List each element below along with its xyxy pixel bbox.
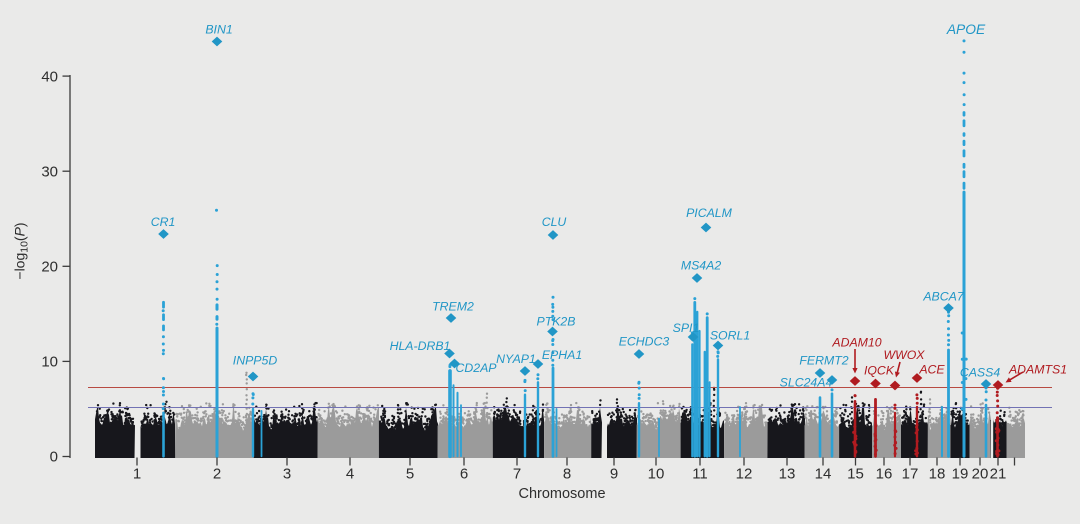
svg-text:−log10(P): −log10(P) (12, 222, 31, 279)
svg-text:4: 4 (346, 466, 354, 483)
svg-text:SLC24A4: SLC24A4 (780, 376, 833, 390)
svg-text:INPP5D: INPP5D (233, 354, 278, 368)
svg-text:CD2AP: CD2AP (455, 361, 497, 375)
svg-text:40: 40 (41, 68, 58, 85)
svg-text:12: 12 (736, 466, 753, 483)
svg-text:ADAMTS1: ADAMTS1 (1008, 363, 1067, 377)
svg-text:0: 0 (50, 449, 58, 466)
svg-text:CLU: CLU (542, 215, 567, 229)
svg-text:7: 7 (513, 466, 521, 483)
svg-text:MS4A2: MS4A2 (681, 259, 721, 273)
svg-text:SPI1: SPI1 (673, 321, 700, 335)
svg-text:PICALM: PICALM (686, 206, 733, 220)
svg-text:FERMT2: FERMT2 (799, 354, 848, 368)
svg-text:HLA-DRB1: HLA-DRB1 (390, 339, 451, 353)
svg-text:SORL1: SORL1 (710, 329, 750, 343)
svg-text:ECHDC3: ECHDC3 (619, 335, 670, 349)
svg-text:ABCA7: ABCA7 (922, 290, 964, 304)
svg-text:3: 3 (283, 466, 291, 483)
svg-text:11: 11 (692, 466, 708, 483)
svg-text:6: 6 (460, 466, 468, 483)
svg-text:13: 13 (779, 466, 796, 483)
svg-text:WWOX: WWOX (884, 348, 926, 362)
svg-text:21: 21 (990, 466, 1007, 483)
svg-text:1: 1 (133, 466, 141, 483)
svg-text:Chromosome: Chromosome (518, 486, 605, 502)
svg-text:BIN1: BIN1 (205, 23, 232, 37)
svg-text:19: 19 (952, 466, 969, 483)
svg-text:10: 10 (41, 354, 58, 371)
svg-text:16: 16 (876, 466, 893, 483)
svg-text:30: 30 (41, 163, 58, 180)
svg-text:10: 10 (648, 466, 665, 483)
svg-text:IQCK: IQCK (864, 364, 895, 378)
svg-text:ADAM10: ADAM10 (831, 336, 881, 350)
svg-text:5: 5 (406, 466, 414, 483)
svg-text:EPHA1: EPHA1 (542, 348, 582, 362)
svg-text:PTK2B: PTK2B (537, 315, 576, 329)
svg-text:APOE: APOE (946, 22, 986, 37)
svg-text:9: 9 (610, 466, 618, 483)
svg-text:2: 2 (213, 466, 221, 483)
svg-text:CR1: CR1 (151, 215, 176, 229)
svg-text:NYAP1: NYAP1 (496, 352, 536, 366)
svg-text:15: 15 (847, 466, 864, 483)
svg-text:17: 17 (902, 466, 919, 483)
svg-text:20: 20 (41, 259, 58, 276)
svg-text:14: 14 (815, 466, 832, 483)
svg-text:CASS4: CASS4 (960, 366, 1000, 380)
svg-text:TREM2: TREM2 (432, 300, 474, 314)
svg-text:ACE: ACE (918, 363, 945, 377)
svg-text:18: 18 (929, 466, 946, 483)
svg-text:20: 20 (972, 466, 989, 483)
svg-text:8: 8 (563, 466, 571, 483)
